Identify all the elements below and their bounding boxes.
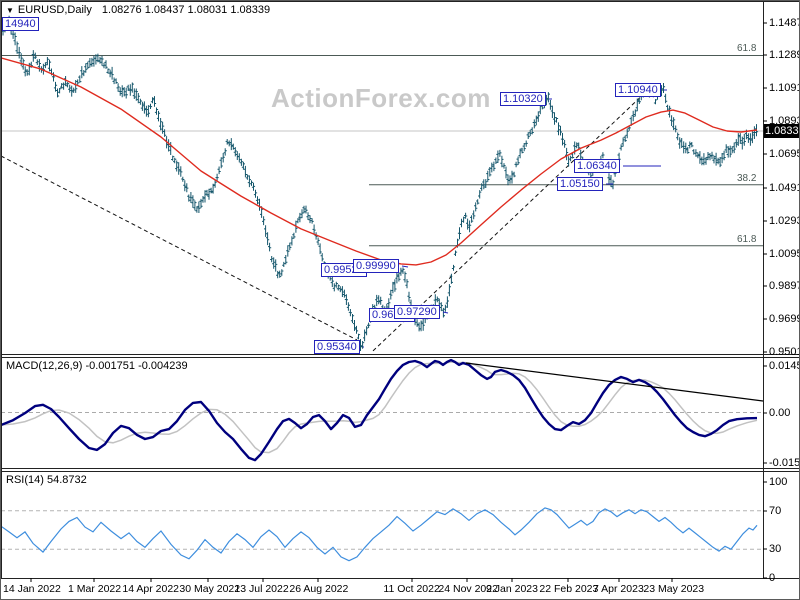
swing-price-label[interactable]: 1.06340	[574, 159, 620, 173]
date-axis-label: 1 Mar 2022	[68, 583, 122, 595]
swing-price-label[interactable]: 0.95340	[314, 340, 360, 354]
rsi-axis-tick-label: 70	[769, 505, 782, 517]
rsi-line[interactable]	[1, 507, 758, 562]
date-axis-label: 30 May 2022	[179, 583, 241, 595]
price-axis-tick-label: 1.12890	[769, 49, 799, 61]
price-axis-tick-label: 0.96995	[769, 313, 799, 325]
price-axis-tick-label: 1.06950	[769, 148, 799, 160]
swing-price-label[interactable]: 0.99990	[353, 259, 399, 273]
rsi-indicator-label: RSI(14) 54.8732	[6, 474, 87, 486]
macd-main-line[interactable]	[1, 358, 758, 462]
macd-indicator-label: MACD(12,26,9) -0.001751 -0.004239	[6, 360, 188, 372]
swing-price-label[interactable]: 1.05150	[557, 177, 603, 191]
date-axis-label: 9 Jan 2023	[486, 583, 538, 595]
swing-price-label[interactable]: 1.10940	[615, 83, 661, 97]
price-label-leader	[401, 265, 409, 268]
chart-title-bar: ▼ EURUSD,Daily 1.08276 1.08437 1.08031 1.0…	[6, 4, 270, 16]
date-axis-label: 24 Nov 2022	[438, 583, 498, 595]
swing-price-label[interactable]: 14940	[2, 17, 39, 31]
actionforex-watermark: ActionForex.com	[271, 83, 491, 113]
price-axis-tick-label: 0.98975	[769, 280, 799, 292]
date-axis-label: 26 Aug 2022	[289, 583, 349, 595]
price-axis-tick-label: 1.02935	[769, 215, 799, 227]
fib-ratio-label: 61.8	[737, 43, 757, 55]
symbol-dropdown-icon[interactable]: ▼	[6, 6, 14, 15]
fib-ratio-label: 61.8	[737, 233, 757, 245]
date-axis-label: 14 Apr 2022	[122, 583, 180, 595]
price-axis-tick-label: 1.14870	[769, 17, 799, 29]
macd-axis-tick-label: 0.00	[769, 407, 791, 419]
price-axis-tick-label: 0.95015	[769, 346, 799, 358]
date-axis-label: 13 Jul 2022	[234, 583, 289, 595]
macd-axis-tick-label: -0.015712	[769, 457, 800, 469]
symbol-timeframe-label: EURUSD,Daily	[17, 4, 92, 16]
current-price-tag: 1.08339	[764, 124, 799, 138]
date-axis-label: 23 May 2023	[643, 583, 705, 595]
trendline-dashed[interactable]	[1, 155, 358, 341]
swing-price-label[interactable]: 1.10320	[500, 92, 546, 106]
rsi-axis-tick-label: 30	[769, 543, 782, 555]
fib-ratio-label: 38.2	[737, 172, 757, 184]
rsi-axis-tick-label: 0	[769, 572, 776, 584]
price-axis-tick-label: 1.10910	[769, 82, 799, 94]
macd-signal-line[interactable]	[1, 361, 758, 454]
ohlc-values: 1.08276 1.08437 1.08031 1.08339	[101, 4, 271, 16]
price-axis-tick-label: 1.00955	[769, 248, 799, 260]
macd-axis-tick-label: 0.014549	[769, 360, 799, 372]
moving-average-line[interactable]	[1, 57, 758, 266]
price-axis-tick-label: 1.04915	[769, 182, 799, 194]
date-axis-label: 11 Oct 2022	[383, 583, 440, 595]
date-axis-label: 14 Jan 2022	[3, 583, 61, 595]
swing-price-label[interactable]: 0.97290	[394, 305, 440, 319]
price-bars-open-close-ticks	[1, 18, 759, 348]
rsi-axis-tick-label: 100	[769, 476, 788, 488]
price-label-leader	[442, 311, 449, 314]
date-axis-label: 7 Apr 2023	[593, 583, 644, 595]
macd-trendline[interactable]	[465, 362, 763, 402]
date-axis-label: 22 Feb 2023	[539, 583, 599, 595]
